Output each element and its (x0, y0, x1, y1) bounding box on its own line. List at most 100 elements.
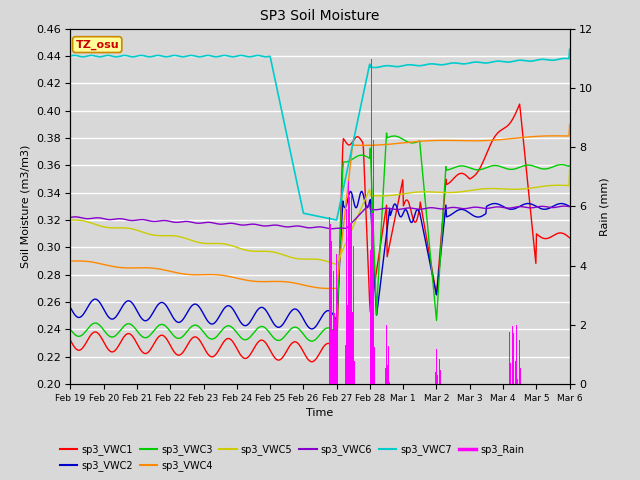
Bar (512, 326, 513, 384)
sp3_VWC6 (447, 205, 454, 211)
Bar (439, 360, 440, 384)
Bar (329, 216, 330, 384)
Bar (332, 330, 333, 384)
Bar (331, 241, 332, 384)
Bar (347, 315, 348, 384)
sp3_VWC3 (67, 326, 74, 332)
X-axis label: Time: Time (307, 408, 333, 418)
Legend: sp3_VWC1, sp3_VWC2, sp3_VWC3, sp3_VWC4, sp3_VWC5, sp3_VWC6, sp3_VWC7, sp3_Rain: sp3_VWC1, sp3_VWC2, sp3_VWC3, sp3_VWC4, … (56, 441, 528, 475)
Bar (350, 223, 351, 384)
Bar (370, 372, 371, 384)
sp3_VWC7 (357, 103, 365, 108)
sp3_VWC1 (357, 137, 365, 143)
sp3_VWC4 (385, 142, 393, 147)
sp3_VWC3 (357, 152, 365, 158)
sp3_VWC5 (497, 186, 505, 192)
sp3_VWC2 (566, 204, 573, 209)
sp3_VWC1 (497, 128, 505, 133)
Bar (386, 325, 387, 384)
sp3_VWC3 (566, 163, 573, 168)
Bar (352, 334, 353, 384)
Bar (511, 378, 513, 384)
Bar (385, 368, 387, 384)
sp3_VWC1 (370, 284, 378, 290)
sp3_VWC2 (97, 301, 105, 307)
sp3_VWC6 (371, 207, 378, 213)
Bar (513, 333, 514, 384)
sp3_VWC1 (308, 359, 316, 365)
sp3_VWC7 (370, 65, 378, 71)
sp3_VWC4 (67, 258, 74, 264)
Bar (353, 246, 354, 384)
sp3_VWC3 (370, 245, 378, 251)
sp3_VWC5 (370, 193, 378, 199)
Bar (335, 320, 336, 384)
Bar (509, 332, 510, 384)
sp3_VWC5 (385, 192, 393, 198)
sp3_VWC7 (497, 59, 505, 64)
sp3_VWC7 (446, 60, 454, 66)
Bar (519, 340, 520, 384)
Bar (335, 355, 337, 384)
sp3_VWC4 (97, 261, 105, 267)
Bar (518, 374, 520, 384)
sp3_VWC1 (566, 235, 573, 240)
sp3_VWC2 (447, 212, 454, 218)
Bar (516, 324, 517, 384)
Bar (330, 356, 332, 384)
sp3_VWC4 (497, 137, 505, 143)
Line: sp3_VWC2: sp3_VWC2 (70, 192, 570, 329)
Bar (349, 197, 350, 384)
Y-axis label: Soil Moisture (m3/m3): Soil Moisture (m3/m3) (20, 144, 30, 268)
Bar (436, 375, 438, 384)
sp3_VWC3 (386, 134, 394, 140)
sp3_VWC4 (326, 286, 333, 291)
sp3_VWC1 (516, 101, 524, 107)
sp3_VWC2 (357, 189, 365, 195)
Bar (372, 227, 373, 384)
sp3_VWC2 (386, 205, 394, 211)
Bar (351, 195, 352, 384)
sp3_VWC4 (370, 142, 378, 148)
sp3_VWC2 (358, 189, 365, 194)
sp3_VWC6 (566, 204, 573, 210)
Bar (328, 369, 330, 384)
sp3_VWC5 (97, 223, 105, 229)
Bar (348, 180, 349, 384)
Y-axis label: Rain (mm): Rain (mm) (599, 177, 609, 236)
Title: SP3 Soil Moisture: SP3 Soil Moisture (260, 10, 380, 24)
sp3_VWC5 (333, 262, 340, 267)
sp3_VWC1 (97, 334, 105, 340)
Bar (387, 365, 388, 384)
Bar (337, 382, 339, 384)
Text: TZ_osu: TZ_osu (76, 39, 119, 50)
Bar (334, 313, 335, 384)
Bar (513, 380, 515, 384)
Bar (520, 368, 521, 384)
Line: sp3_VWC6: sp3_VWC6 (70, 204, 570, 229)
sp3_VWC2 (308, 326, 316, 332)
Bar (516, 379, 518, 384)
Bar (353, 361, 355, 384)
sp3_VWC3 (447, 166, 454, 172)
Bar (330, 225, 331, 384)
Line: sp3_VWC5: sp3_VWC5 (70, 169, 570, 264)
Bar (336, 253, 337, 384)
Line: sp3_VWC1: sp3_VWC1 (70, 104, 570, 362)
Bar (388, 382, 390, 384)
sp3_VWC7 (385, 63, 393, 69)
Bar (333, 271, 334, 384)
sp3_VWC5 (446, 190, 454, 195)
Bar (371, 60, 372, 384)
sp3_VWC2 (498, 203, 506, 208)
Bar (387, 365, 388, 384)
sp3_VWC2 (67, 305, 74, 311)
sp3_VWC6 (67, 215, 74, 220)
sp3_VWC5 (566, 167, 573, 172)
sp3_VWC1 (385, 245, 393, 251)
Bar (435, 372, 436, 384)
Line: sp3_VWC7: sp3_VWC7 (70, 49, 570, 220)
sp3_VWC4 (566, 121, 573, 127)
Bar (337, 331, 338, 384)
Bar (440, 371, 441, 384)
